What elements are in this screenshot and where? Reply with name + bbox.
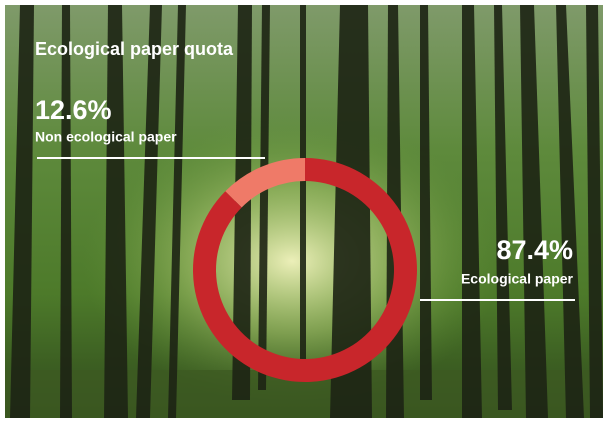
donut-segment: [225, 158, 305, 208]
chart-title: Ecological paper quota: [35, 39, 234, 59]
forest-background: [5, 5, 603, 418]
category-label: Non ecological paper: [35, 129, 177, 145]
value-label: 12.6%: [35, 95, 112, 125]
category-label: Ecological paper: [461, 271, 574, 287]
value-label: 87.4%: [496, 235, 573, 265]
